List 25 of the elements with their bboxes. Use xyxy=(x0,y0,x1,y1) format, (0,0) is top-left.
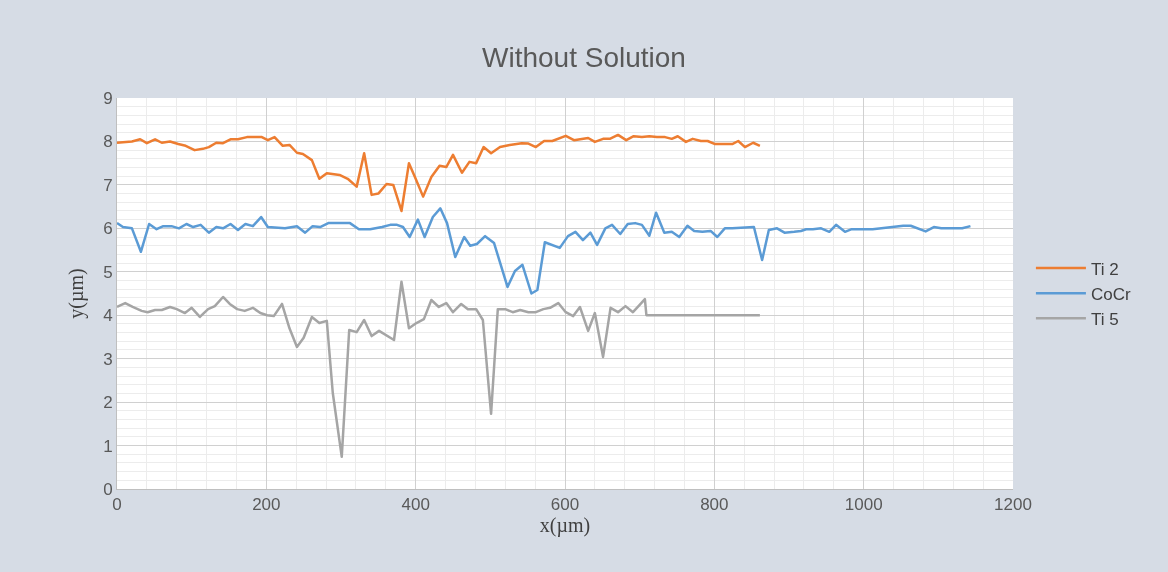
legend-label: Ti 2 xyxy=(1090,259,1119,279)
x-tick-label: 1000 xyxy=(844,495,883,515)
chart-title: Without Solution xyxy=(482,42,686,73)
y-tick-label: 5 xyxy=(103,262,113,282)
x-tick-label: 1200 xyxy=(994,495,1032,515)
y-tick-label: 7 xyxy=(103,175,113,195)
x-tick-label: 200 xyxy=(252,495,281,515)
y-tick-label: 6 xyxy=(103,219,113,239)
line-series xyxy=(117,133,762,213)
y-tick-label: 9 xyxy=(103,88,113,108)
y-tick-label: 3 xyxy=(103,349,113,369)
x-tick-label: 600 xyxy=(550,495,580,515)
x-tick-label: 400 xyxy=(401,495,430,515)
y-tick-label: 4 xyxy=(103,306,113,326)
legend-label: Ti 5 xyxy=(1090,309,1119,329)
legend-label: CoCr xyxy=(1090,284,1131,304)
x-tick-label: 800 xyxy=(700,495,729,515)
line-series xyxy=(117,280,762,459)
line-series xyxy=(117,207,972,295)
y-tick-label: 1 xyxy=(103,436,113,456)
x-axis-title: x(µm) xyxy=(539,514,591,538)
y-tick-label: 8 xyxy=(103,132,113,152)
y-axis-title: y(µm) xyxy=(64,268,88,319)
y-tick-label: 0 xyxy=(103,479,113,499)
y-tick-label: 2 xyxy=(103,393,113,413)
